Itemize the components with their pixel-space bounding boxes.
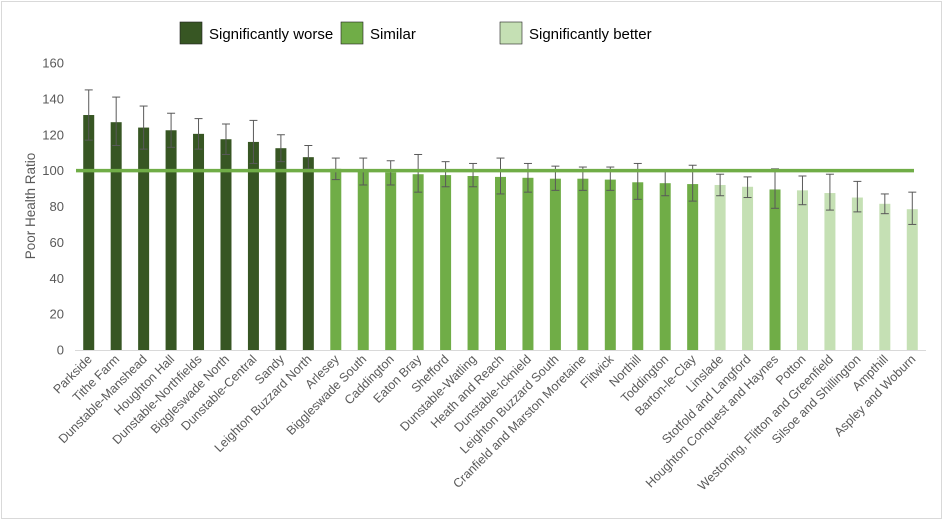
bar [851, 197, 863, 350]
bar [138, 127, 150, 350]
y-tick-label: 40 [50, 271, 64, 286]
error-bar [523, 162, 532, 193]
bar [220, 139, 232, 350]
error-bar [743, 176, 752, 199]
bar [495, 176, 506, 350]
legend-label-worse: Significantly worse [209, 26, 333, 43]
bar [330, 168, 342, 350]
error-bar [331, 157, 340, 181]
error-bar [441, 161, 450, 188]
y-tick-label: 20 [50, 307, 64, 322]
bar [659, 183, 671, 350]
bar [796, 190, 808, 350]
error-bar [414, 153, 423, 193]
error-bar [771, 168, 780, 209]
bar [549, 178, 561, 350]
bar [385, 172, 397, 350]
bar [165, 130, 177, 350]
bar-series [83, 115, 918, 350]
error-bar [167, 112, 176, 148]
legend-label-better: Significantly better [529, 26, 652, 43]
bar [714, 184, 726, 350]
bar [193, 133, 205, 350]
error-bar [249, 119, 258, 164]
error-bars [84, 89, 917, 225]
error-bar [798, 175, 807, 206]
legend-swatch-worse [179, 21, 203, 45]
bar [906, 209, 918, 350]
legend: Significantly worse Similar Significantly … [179, 21, 652, 45]
bar [83, 115, 95, 350]
bar [577, 178, 589, 350]
error-bar [880, 193, 889, 215]
bar [769, 189, 781, 350]
bar [742, 186, 754, 350]
error-bar [469, 162, 478, 188]
bar [687, 184, 699, 350]
bar [440, 175, 452, 350]
bar [275, 148, 287, 350]
bar [247, 141, 259, 350]
legend-label-similar: Similar [370, 26, 416, 43]
legend-swatch-better [499, 21, 523, 45]
error-bar [716, 173, 725, 197]
bar [467, 176, 479, 350]
bar [357, 171, 369, 350]
y-tick-label: 0 [57, 343, 64, 358]
y-tick-label: 100 [42, 163, 64, 178]
error-bar [304, 145, 313, 170]
bar [604, 179, 616, 350]
error-bar [908, 191, 917, 225]
error-bar [276, 134, 285, 163]
error-bar [853, 180, 862, 213]
y-tick-label: 140 [42, 91, 64, 106]
y-axis: 0 20 40 60 80 100 120 140 160 [42, 56, 64, 358]
bar [412, 174, 424, 350]
y-tick-label: 120 [42, 127, 64, 142]
bar [879, 203, 891, 350]
y-axis-title: Poor Health Ratio [23, 153, 38, 260]
error-bar [194, 118, 203, 150]
error-bar [386, 160, 395, 186]
error-bar [139, 105, 148, 150]
bar [632, 182, 644, 350]
error-bar [112, 96, 121, 147]
bar [824, 193, 836, 350]
y-tick-label: 60 [50, 235, 64, 250]
y-tick-label: 160 [42, 56, 64, 71]
legend-swatch-similar [340, 21, 364, 45]
error-bar [221, 123, 230, 155]
bar [110, 122, 122, 350]
bar [302, 157, 314, 350]
error-bar [496, 157, 505, 195]
error-bar [84, 89, 93, 141]
y-tick-label: 80 [50, 199, 64, 214]
bar [522, 177, 534, 350]
error-bar [825, 173, 834, 211]
